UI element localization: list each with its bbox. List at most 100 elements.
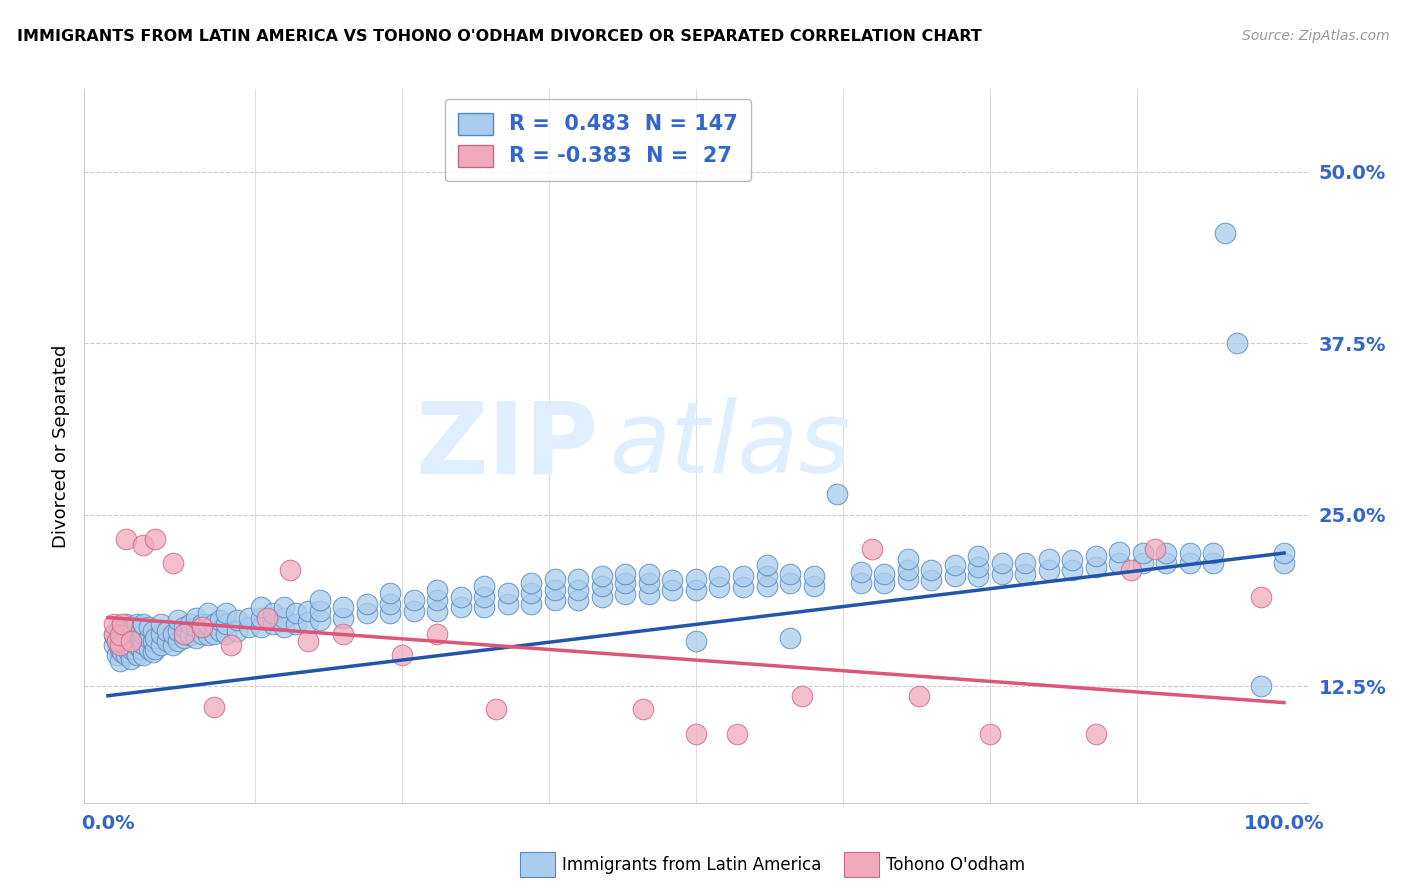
Point <box>1156 556 1178 570</box>
Point <box>591 579 613 593</box>
Point <box>238 620 260 634</box>
Point <box>249 599 271 614</box>
Point <box>197 628 219 642</box>
Point <box>1250 679 1272 693</box>
Point <box>685 572 707 586</box>
Point <box>920 562 942 576</box>
Point <box>1178 556 1201 570</box>
Point <box>1156 546 1178 560</box>
Point <box>873 566 896 581</box>
Point <box>380 597 402 611</box>
Point <box>127 648 149 662</box>
Point <box>1178 546 1201 560</box>
Point <box>162 627 184 641</box>
Point <box>191 627 214 641</box>
Text: Tohono O'odham: Tohono O'odham <box>886 856 1025 874</box>
Point <box>849 576 872 591</box>
Point <box>285 607 308 621</box>
Point <box>967 549 990 563</box>
Point <box>208 613 231 627</box>
Point <box>214 627 236 641</box>
Point <box>273 620 295 634</box>
Point <box>108 655 131 669</box>
Point <box>825 487 848 501</box>
Point <box>184 610 207 624</box>
Point <box>979 727 1001 741</box>
Point <box>450 590 472 604</box>
Point <box>496 586 519 600</box>
Point <box>779 576 801 591</box>
Point <box>685 633 707 648</box>
Point <box>114 533 136 547</box>
Point <box>208 624 231 639</box>
Point <box>226 624 249 639</box>
Point <box>520 597 543 611</box>
Point <box>1143 541 1166 556</box>
Point <box>297 615 319 629</box>
Point <box>1121 562 1143 576</box>
Point <box>849 566 872 580</box>
Point <box>256 610 278 624</box>
Point <box>638 587 661 601</box>
Point <box>332 610 354 624</box>
Point <box>278 562 301 576</box>
Point <box>120 631 142 645</box>
Point <box>179 628 201 642</box>
Point <box>631 702 654 716</box>
Text: Immigrants from Latin America: Immigrants from Latin America <box>562 856 821 874</box>
Point <box>1202 546 1225 560</box>
Point <box>138 642 160 657</box>
Point <box>614 587 637 601</box>
Point <box>1272 556 1295 570</box>
Point <box>709 580 731 594</box>
Point <box>103 638 125 652</box>
Point <box>167 624 190 639</box>
Point <box>1084 559 1107 574</box>
Point <box>991 566 1014 581</box>
Point <box>111 624 134 639</box>
Point <box>120 651 142 665</box>
Point <box>156 633 179 648</box>
Point <box>779 566 801 581</box>
Point <box>132 637 155 651</box>
Point <box>132 627 155 641</box>
Point <box>114 638 136 652</box>
Point <box>221 638 243 652</box>
Point <box>118 645 141 659</box>
Point <box>129 631 152 645</box>
Point <box>520 576 543 591</box>
Point <box>1202 556 1225 570</box>
Point <box>197 607 219 621</box>
Point <box>132 617 155 632</box>
Point <box>105 633 128 648</box>
Point <box>426 583 449 598</box>
Point <box>943 558 966 573</box>
Point <box>731 580 754 594</box>
Point <box>967 569 990 583</box>
Point <box>120 633 142 648</box>
Point <box>138 631 160 645</box>
Point <box>567 572 589 586</box>
Point <box>1213 227 1236 241</box>
Point <box>567 583 589 598</box>
Point <box>567 592 589 607</box>
Point <box>661 574 683 588</box>
Point <box>184 620 207 634</box>
Point <box>143 642 166 657</box>
Point <box>731 569 754 583</box>
Point <box>755 558 778 573</box>
Point <box>108 642 131 657</box>
Point <box>991 556 1014 570</box>
Point <box>755 579 778 593</box>
Point <box>356 607 378 621</box>
Point <box>1108 544 1130 558</box>
Point <box>114 648 136 662</box>
Text: ZIP: ZIP <box>415 398 598 494</box>
Point <box>149 638 172 652</box>
Point <box>108 638 131 652</box>
Point <box>122 631 145 645</box>
Point <box>120 642 142 657</box>
Point <box>149 617 172 632</box>
Point <box>1062 553 1084 567</box>
Point <box>105 633 128 648</box>
